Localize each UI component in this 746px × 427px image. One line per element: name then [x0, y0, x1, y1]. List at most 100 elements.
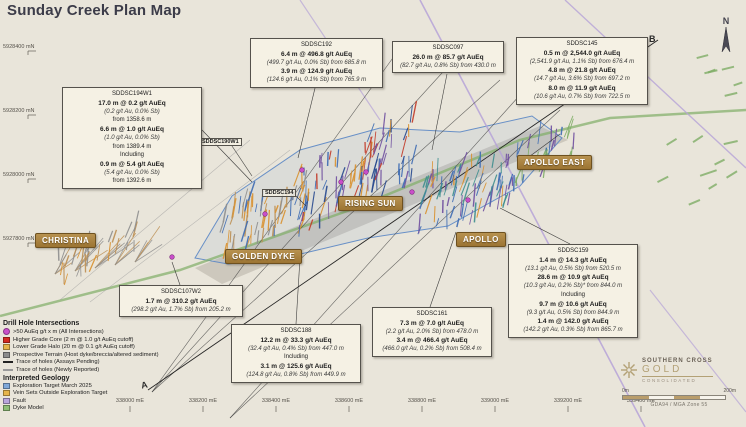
callout-title: SDDSC097: [432, 45, 464, 51]
callout-line: 0.9 m @ 5.4 g/t AuEq: [100, 160, 164, 168]
region-label-golden-dyke: GOLDEN DYKE: [225, 249, 303, 264]
callout-line: 6.4 m @ 496.8 g/t AuEq: [280, 50, 353, 58]
callout-line: Including: [283, 354, 309, 361]
legend-swatch-circle-icon: [3, 328, 10, 335]
legend-label: Fault: [13, 397, 26, 404]
callout-line: 12.2 m @ 33.3 g/t AuEq: [260, 336, 332, 344]
region-label-christina: CHRISTINA: [35, 233, 97, 248]
legend-label: Trace of holes (Assays Pending): [16, 359, 100, 365]
southern-cross-star-icon: [621, 362, 637, 379]
y-axis-tick-label: 5928000 mN: [3, 172, 35, 178]
legend-item: Fault: [3, 397, 161, 404]
scale-bar: 0m 200m GDA94 / MGA Zone 55: [622, 388, 736, 408]
y-axis-tick-label: 5928200 mN: [3, 108, 35, 114]
legend-swatch-square-icon: [3, 351, 10, 358]
legend-item: Vein Sets Outside Exploration Target: [3, 390, 161, 396]
legend-item: Lower Grade Halo (20 m @ 0.1 g/t AuEq cu…: [3, 344, 161, 350]
legend-item: Dyke Model: [3, 405, 161, 411]
callout-line: (298.2 g/t Au, 1.7% Sb) from 205.2 m: [131, 306, 231, 313]
callout-line: 28.6 m @ 10.9 g/t AuEq: [537, 274, 609, 282]
callout-title: SDDSC107W2: [160, 289, 201, 295]
callout-line: (5.4 g/t Au, 0.0% Sb): [104, 169, 160, 176]
legend-label: Vein Sets Outside Exploration Target: [13, 390, 108, 396]
callout-title: SDDSC188: [280, 328, 312, 334]
y-axis-tick-label: 5927800 mN: [3, 236, 35, 242]
callout-line: (1.0 g/t Au, 0.0% Sb): [104, 134, 160, 141]
drillhole-label-sddsc194: SDDSC194: [262, 189, 297, 197]
region-label-apollo: APOLLO: [456, 232, 506, 247]
legend-label: Higher Grade Core (2 m @ 1.0 g/t AuEq cu…: [13, 336, 134, 343]
legend-swatch-square-icon: [3, 390, 10, 396]
callout-line: 17.0 m @ 0.2 g/t AuEq: [98, 99, 166, 107]
callout-title: SDDSC192: [300, 42, 332, 48]
legend-label: >50 AuEq g/t x m (All Intersections): [13, 328, 104, 335]
callout-title: SDDSC145: [566, 41, 598, 47]
legend-label: Dyke Model: [13, 405, 44, 411]
scale-start-label: 0m: [622, 387, 629, 394]
callout-line: Including: [119, 152, 145, 159]
callout-line: from 1358.6 m: [112, 117, 152, 124]
callout-sddsc192: SDDSC192 6.4 m @ 496.8 g/t AuEq (499.7 g/t…: [250, 38, 383, 88]
callout-line: (2.2 g/t Au, 2.0% Sb) from 478.0 m: [385, 328, 479, 335]
north-label: N: [722, 16, 730, 26]
callout-sddsc159: SDDSC159 1.4 m @ 14.3 g/t AuEq (13.1 g/t A…: [508, 244, 638, 338]
legend-label: Trace of holes (Newly Reported): [16, 366, 100, 373]
callout-line: (0.2 g/t Au, 0.0% Sb): [104, 108, 160, 115]
map-legend: Drill Hole Intersections >50 AuEq g/t x m…: [3, 318, 161, 413]
x-axis-tick-label: 339000 mE: [480, 398, 510, 404]
callout-line: (10.3 g/t Au, 0.2% Sb)* from 844.0 m: [523, 283, 623, 290]
x-axis-tick-label: 338200 mE: [188, 398, 218, 404]
callout-title: SDDSC161: [416, 311, 448, 317]
callout-line: (466.0 g/t Au, 0.2% Sb) from 508.4 m: [382, 346, 482, 353]
callout-sddsc107w2: SDDSC107W2 1.7 m @ 310.2 g/t AuEq (298.2 g…: [119, 285, 243, 318]
callout-line: 3.1 m @ 125.6 g/t AuEq: [260, 362, 332, 370]
callout-title: SDDSC194W1: [111, 91, 152, 97]
legend-item: Trace of holes (Newly Reported): [3, 367, 161, 373]
callout-line: (13.1 g/t Au, 0.5% Sb) from 520.5 m: [525, 265, 621, 272]
callout-line: Including: [560, 291, 586, 298]
logo-block: SOUTHERN CROSS GOLD CONSOLIDATED 0m 200m…: [612, 358, 740, 408]
logo-line2: GOLD: [642, 364, 683, 375]
drillhole-label-sddsc190w1: SDDSC190W1: [199, 138, 242, 146]
legend-swatch-square-icon: [3, 382, 10, 389]
legend-item: Prospective Terrain (Host dyke/breccia/a…: [3, 351, 161, 358]
callout-sddsc194w1: SDDSC194W1 17.0 m @ 0.2 g/t AuEq (0.2 g/t …: [62, 87, 202, 189]
callout-line: 3.4 m @ 466.4 g/t AuEq: [396, 337, 468, 345]
legend-label: Prospective Terrain (Host dyke/breccia/a…: [13, 351, 159, 358]
scale-bar-segments: [622, 394, 726, 400]
callout-line: (9.3 g/t Au, 0.5% Sb) from 844.9 m: [526, 309, 620, 316]
x-axis-tick-label: 339200 mE: [553, 398, 583, 404]
callout-line: (142.2 g/t Au, 0.3% Sb) from 865.7 m: [523, 327, 623, 334]
callout-line: (14.7 g/t Au, 3.6% Sb) from 697.2 m: [534, 76, 630, 83]
section-marker-a: A: [140, 379, 149, 391]
callout-line: from 1389.4 m: [112, 143, 152, 150]
callout-line: 1.4 m @ 142.0 g/t AuEq: [537, 318, 609, 326]
legend-label: Lower Grade Halo (20 m @ 0.1 g/t AuEq cu…: [13, 344, 135, 350]
callout-line: 4.8 m @ 21.8 g/t AuEq: [548, 67, 616, 75]
callout-line: 26.0 m @ 85.7 g/t AuEq: [412, 53, 484, 61]
callout-line: (124.6 g/t Au, 0.1% Sb) from 765.9 m: [266, 77, 367, 84]
section-marker-b: B: [649, 34, 656, 44]
page-title: Sunday Creek Plan Map: [7, 2, 182, 19]
callout-line: (2,541.9 g/t Au, 1.1% Sb) from 676.4 m: [529, 58, 635, 65]
callout-sddsc145: SDDSC145 0.5 m @ 2,544.0 g/t AuEq (2,541.9…: [516, 37, 648, 105]
legend-item: Exploration Target March 2025: [3, 382, 161, 389]
legend-swatch-square-icon: [3, 397, 10, 404]
callout-line: 1.7 m @ 310.2 g/t AuEq: [145, 297, 217, 305]
legend-item: Trace of holes (Assays Pending): [3, 359, 161, 365]
legend-item: >50 AuEq g/t x m (All Intersections): [3, 328, 161, 335]
legend-label: Exploration Target March 2025: [13, 382, 92, 389]
x-axis-tick-label: 339400 mE: [626, 398, 656, 404]
x-axis-tick-label: 338800 mE: [407, 398, 437, 404]
legend-swatch-line-icon: [3, 361, 13, 363]
x-axis-tick-label: 338000 mE: [115, 398, 145, 404]
logo-line3: CONSOLIDATED: [642, 376, 713, 383]
y-axis-tick-label: 5928400 mN: [3, 44, 35, 50]
x-axis-tick-label: 338400 mE: [261, 398, 291, 404]
callout-line: 9.7 m @ 10.6 g/t AuEq: [539, 300, 607, 308]
region-label-rising-sun: RISING SUN: [338, 196, 403, 211]
legend-swatch-square-icon: [3, 405, 10, 411]
scale-end-label: 200m: [723, 387, 736, 394]
